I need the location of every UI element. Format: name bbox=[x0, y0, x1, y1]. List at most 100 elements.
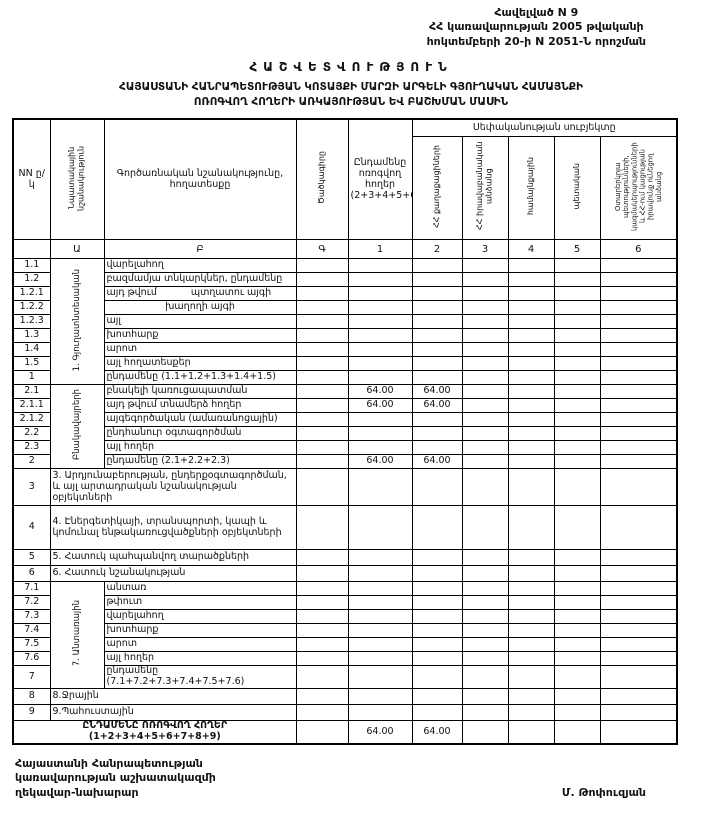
value-cell bbox=[461, 688, 509, 706]
table-row: 2.3 այլ հողեր bbox=[12, 440, 678, 456]
code-cell bbox=[295, 468, 349, 507]
col-header-nn: NN ը/կ bbox=[12, 118, 51, 241]
value-cell bbox=[411, 342, 463, 358]
value-cell bbox=[411, 637, 463, 653]
value-cell bbox=[347, 505, 413, 551]
value-cell bbox=[553, 356, 601, 372]
value-cell bbox=[347, 623, 413, 639]
row-nn: 1.1 bbox=[12, 258, 51, 274]
row-label: ընդամենը (7.1+7.2+7.3+7.4+7.5+7.6) bbox=[103, 665, 297, 690]
value-cell bbox=[599, 637, 678, 653]
community-vertical-label: համայնքային bbox=[526, 157, 536, 216]
value-cell bbox=[347, 440, 413, 456]
row-label: բազմամյա տնկարկներ, ընդամենը bbox=[103, 272, 297, 288]
value-cell bbox=[461, 328, 509, 344]
row-label: 4. Էներգետիկայի, տրանսպորտի, կապի և կոմո… bbox=[49, 505, 297, 551]
table-row: 4 4. Էներգետիկայի, տրանսպորտի, կապի և կո… bbox=[12, 505, 678, 551]
row-nn: 1.2.2 bbox=[12, 300, 51, 316]
row-nn: 9 bbox=[12, 704, 51, 722]
value-cell bbox=[553, 688, 601, 706]
value-cell bbox=[507, 720, 555, 745]
decree-header: Հավելված N 9 ՀՀ կառավարության 2005 թվակա… bbox=[0, 0, 702, 49]
code-cell bbox=[295, 384, 349, 400]
value-cell bbox=[461, 412, 509, 428]
table-row: 1.2.1 այդ թվում պտղատու այգի bbox=[12, 286, 678, 302]
value-cell bbox=[507, 258, 555, 274]
row-nn: 5 bbox=[12, 549, 51, 567]
state-vertical-label: պետական bbox=[572, 163, 582, 210]
subtitle-line-1: ՀԱՅԱՍՏԱՆԻ ՀԱՆՐԱՊԵՏՈՒԹՅԱՆ ԿՈՏԱՅՔԻ ՄԱՐԶԻ Ա… bbox=[119, 80, 583, 93]
code-cell bbox=[295, 300, 349, 316]
table-row-subtotal: 7 ընդամենը (7.1+7.2+7.3+7.4+7.5+7.6) bbox=[12, 665, 678, 690]
code-cell bbox=[295, 342, 349, 358]
value-cell bbox=[411, 665, 463, 690]
foreign-vertical-label: Օտարերկրյա պետությունների, կազմակերպությ… bbox=[613, 141, 663, 231]
column-letters-row: Ա Բ Գ 1 2 3 4 5 6 bbox=[12, 239, 678, 260]
irrigated-lands-table: NN ը/կ Նպատակային նշանակություն Գործառնա… bbox=[12, 118, 679, 745]
value-cell bbox=[507, 505, 555, 551]
value-cell bbox=[347, 356, 413, 372]
code-cell bbox=[295, 665, 349, 690]
value-cell bbox=[411, 505, 463, 551]
row-nn: 2.2 bbox=[12, 426, 51, 442]
table-row: 7.3 վարելահող bbox=[12, 609, 678, 625]
col-header-total: Ընդամենը ոռոգվող հողեր (2+3+4+5+6) bbox=[347, 118, 413, 241]
value-cell-total: 64.00 bbox=[347, 384, 413, 400]
value-cell bbox=[461, 454, 509, 470]
row-label: արոտ bbox=[103, 342, 297, 358]
table-row-subtotal: 1 ընդամենը (1.1+1.2+1.3+1.4+1.5) bbox=[12, 370, 678, 386]
value-cell bbox=[553, 412, 601, 428]
value-cell bbox=[507, 300, 555, 316]
value-cell-citizens: 64.00 bbox=[411, 384, 463, 400]
value-cell bbox=[553, 665, 601, 690]
split-label: այդ թվում պտղատու այգի bbox=[107, 288, 294, 299]
value-cell bbox=[461, 300, 509, 316]
value-cell bbox=[347, 412, 413, 428]
letter-cell: 5 bbox=[553, 239, 601, 260]
table-row: 8 8.Ջրային bbox=[12, 688, 678, 706]
value-cell bbox=[411, 688, 463, 706]
value-cell bbox=[347, 342, 413, 358]
value-cell bbox=[507, 370, 555, 386]
value-cell bbox=[507, 595, 555, 611]
value-cell bbox=[507, 651, 555, 667]
value-cell bbox=[411, 328, 463, 344]
value-cell bbox=[553, 342, 601, 358]
code-cell bbox=[295, 623, 349, 639]
value-cell bbox=[347, 651, 413, 667]
value-cell bbox=[461, 720, 509, 745]
row-nn: 1.4 bbox=[12, 342, 51, 358]
row-nn: 1.2.1 bbox=[12, 286, 51, 302]
table-row: 1.1 1. Գյուղատնտեսական վարելահող bbox=[12, 258, 678, 386]
section-2-label: Բնակավայրերի bbox=[49, 384, 105, 470]
value-cell bbox=[347, 426, 413, 442]
value-cell bbox=[553, 300, 601, 316]
value-cell bbox=[461, 595, 509, 611]
value-cell bbox=[347, 665, 413, 690]
code-cell bbox=[295, 581, 349, 597]
value-cell bbox=[553, 258, 601, 274]
row-nn: 7.4 bbox=[12, 623, 51, 639]
value-cell bbox=[411, 370, 463, 386]
value-cell bbox=[599, 720, 678, 745]
row-nn: 7.5 bbox=[12, 637, 51, 653]
table-row: 7.6 այլ հողեր bbox=[12, 651, 678, 667]
code-cell bbox=[295, 637, 349, 653]
value-cell bbox=[553, 637, 601, 653]
value-cell bbox=[461, 258, 509, 274]
value-cell-total: 64.00 bbox=[347, 720, 413, 745]
value-cell bbox=[553, 454, 601, 470]
value-cell bbox=[553, 314, 601, 330]
value-cell bbox=[347, 565, 413, 583]
table-row: 2.1 Բնակավայրերի բնակելի կառուցապատման 6… bbox=[12, 384, 678, 470]
value-cell bbox=[347, 549, 413, 567]
row-label-prefix: այդ թվում bbox=[106, 287, 157, 299]
row-nn: 6 bbox=[12, 565, 51, 583]
value-cell bbox=[347, 314, 413, 330]
row-label: ընդամենը (2.1+2.2+2.3) bbox=[103, 454, 297, 470]
signatory-title: Հայաստանի Հանրապետության կառավարության ա… bbox=[15, 757, 216, 800]
code-cell bbox=[295, 398, 349, 414]
row-label: խոտհարք bbox=[103, 623, 297, 639]
col-header-ownership: Սեփականության սուբյեկտը bbox=[411, 118, 678, 138]
